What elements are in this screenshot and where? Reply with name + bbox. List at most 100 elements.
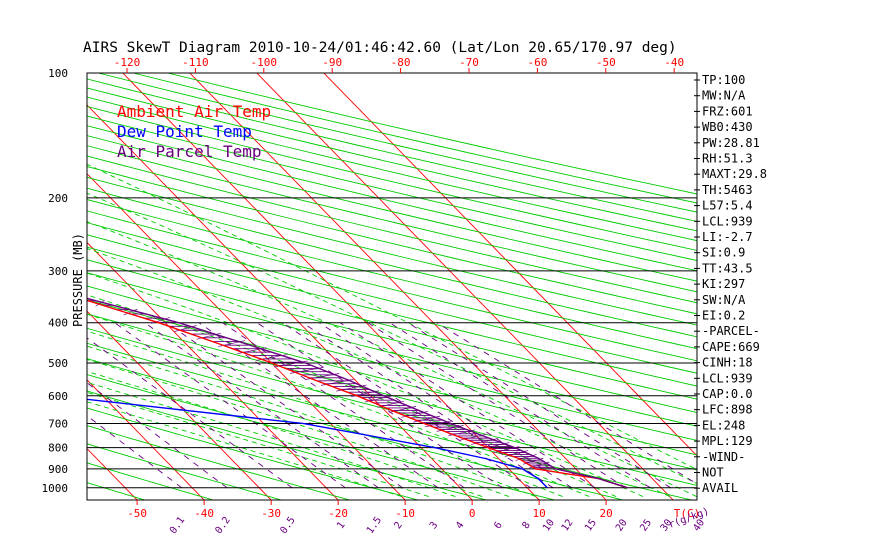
isotherm-line	[87, 241, 339, 500]
stat-label: SI:0.9	[702, 246, 745, 260]
legend-entry: Air Parcel Temp	[117, 142, 262, 161]
isotherm-line	[87, 379, 205, 500]
mixing-ratio-label: 2	[392, 520, 404, 531]
moist-adiabat-line	[87, 272, 644, 498]
temperature-axis-label: T(C)	[674, 507, 701, 520]
cape-hatch-diagonal	[66, 291, 70, 297]
mixing-ratio-line	[302, 322, 554, 489]
dry-adiabat-line	[87, 210, 697, 362]
pressure-tick-label: 400	[48, 317, 68, 330]
cape-hatch-diagonal	[123, 308, 138, 316]
top-temp-tick-label: -70	[459, 56, 479, 69]
isotherm-line	[0, 54, 8, 505]
mixing-ratio-label: 12	[560, 517, 576, 533]
dry-adiabat-line	[87, 342, 694, 500]
mixing-ratio-line	[198, 322, 439, 489]
dry-adiabat-line	[87, 155, 697, 304]
stat-label: CAP:0.0	[702, 387, 753, 401]
dry-adiabat-line	[87, 135, 697, 282]
mixing-ratio-line	[166, 322, 404, 489]
mixing-ratio-line	[389, 322, 651, 489]
stat-label: TH:5463	[702, 183, 753, 197]
dry-adiabat-line	[87, 299, 697, 456]
bottom-temp-tick-label: 20	[600, 507, 613, 520]
dry-adiabat-line	[87, 222, 697, 374]
mixing-ratio-label: 8	[520, 520, 532, 531]
legend-entry: Ambient Air Temp	[117, 102, 271, 121]
dry-adiabat-line	[87, 234, 697, 387]
pressure-tick-label: 1000	[42, 482, 69, 495]
isotherm-line	[323, 73, 697, 457]
mixing-ratio-label: 3	[428, 520, 440, 531]
mixing-ratio-label: 1.5	[365, 515, 384, 536]
isotherm-line	[256, 73, 674, 500]
chart-title: AIRS SkewT Diagram 2010-10-24/01:46:42.6…	[83, 40, 677, 56]
top-temp-tick-label: -90	[322, 56, 342, 69]
stat-label: CINH:18	[702, 356, 753, 370]
dry-adiabat-line	[87, 313, 697, 471]
mixing-ratio-line	[319, 322, 572, 489]
dry-adiabat-line	[87, 166, 697, 315]
dry-adiabat-line	[87, 176, 697, 326]
stat-label: MAXT:29.8	[702, 167, 767, 181]
mixing-ratio-label: 20	[614, 517, 630, 533]
dry-adiabat-line	[87, 246, 697, 400]
dry-adiabat-line	[87, 374, 557, 500]
dry-adiabat-line	[87, 199, 697, 350]
stat-label: MPL:129	[702, 434, 753, 448]
top-temp-tick-label: -120	[114, 56, 141, 69]
pressure-tick-label: 100	[48, 67, 68, 80]
mixing-ratio-label: 6	[492, 520, 504, 531]
cape-hatch-diagonal	[95, 299, 105, 307]
stat-label: CAPE:669	[702, 340, 760, 354]
stat-label: -PARCEL-	[702, 324, 760, 338]
mixing-ratio-line	[87, 382, 228, 489]
mixing-ratio-line	[367, 322, 627, 489]
top-temp-tick-label: -60	[527, 56, 547, 69]
dry-adiabat-line	[87, 187, 697, 338]
stat-label: TP:100	[702, 73, 745, 87]
isotherm-line	[0, 54, 75, 505]
mixing-ratio-label: 0.2	[213, 515, 232, 536]
stat-label: TT:43.5	[702, 261, 753, 275]
y-axis-label: PRESSURE (MB)	[71, 233, 85, 327]
stat-label: -WIND-	[702, 450, 745, 464]
dry-adiabat-line	[87, 272, 697, 427]
dry-adiabat-line	[87, 115, 697, 261]
dry-adiabat-line	[87, 407, 420, 500]
stat-label: RH:51.3	[702, 152, 753, 166]
moist-adiabat-line	[87, 163, 697, 471]
pressure-tick-label: 600	[48, 390, 68, 403]
dry-adiabat-line	[87, 327, 697, 486]
stat-label: MW:N/A	[702, 89, 746, 103]
stat-label: LFC:898	[702, 403, 753, 417]
top-temp-tick-label: -40	[664, 56, 684, 69]
mixing-ratio-label: 15	[583, 517, 599, 533]
moist-adiabat-line	[87, 221, 697, 498]
bottom-temp-tick-label: -20	[328, 507, 348, 520]
mixing-ratio-label: 4	[454, 520, 466, 531]
pressure-tick-label: 800	[48, 442, 68, 455]
stat-label: EL:248	[702, 418, 745, 432]
mixing-ratio-line	[407, 322, 671, 489]
dew-point-temp-line	[87, 398, 548, 489]
dry-adiabat-line	[87, 443, 284, 500]
stat-label: LI:-2.7	[702, 230, 753, 244]
bottom-temp-tick-label: 0	[469, 507, 476, 520]
top-temp-tick-label: -80	[391, 56, 411, 69]
bottom-temp-tick-label: 10	[533, 507, 546, 520]
dry-adiabat-line	[87, 105, 697, 251]
bottom-temp-tick-label: -40	[194, 507, 214, 520]
mixing-ratio-line	[339, 322, 596, 489]
stat-label: FRZ:601	[702, 104, 753, 118]
legend-entry: Dew Point Temp	[117, 122, 252, 141]
mixing-ratio-label: 0.5	[278, 515, 297, 536]
stat-label: SW:N/A	[702, 293, 746, 307]
air-parcel-temp-line	[87, 297, 628, 489]
moist-adiabat-line	[87, 345, 536, 498]
dry-adiabat-line	[87, 425, 352, 500]
mixing-ratio-line	[222, 322, 465, 489]
plot-frame	[86, 72, 698, 501]
moist-adiabat-line	[87, 391, 429, 498]
